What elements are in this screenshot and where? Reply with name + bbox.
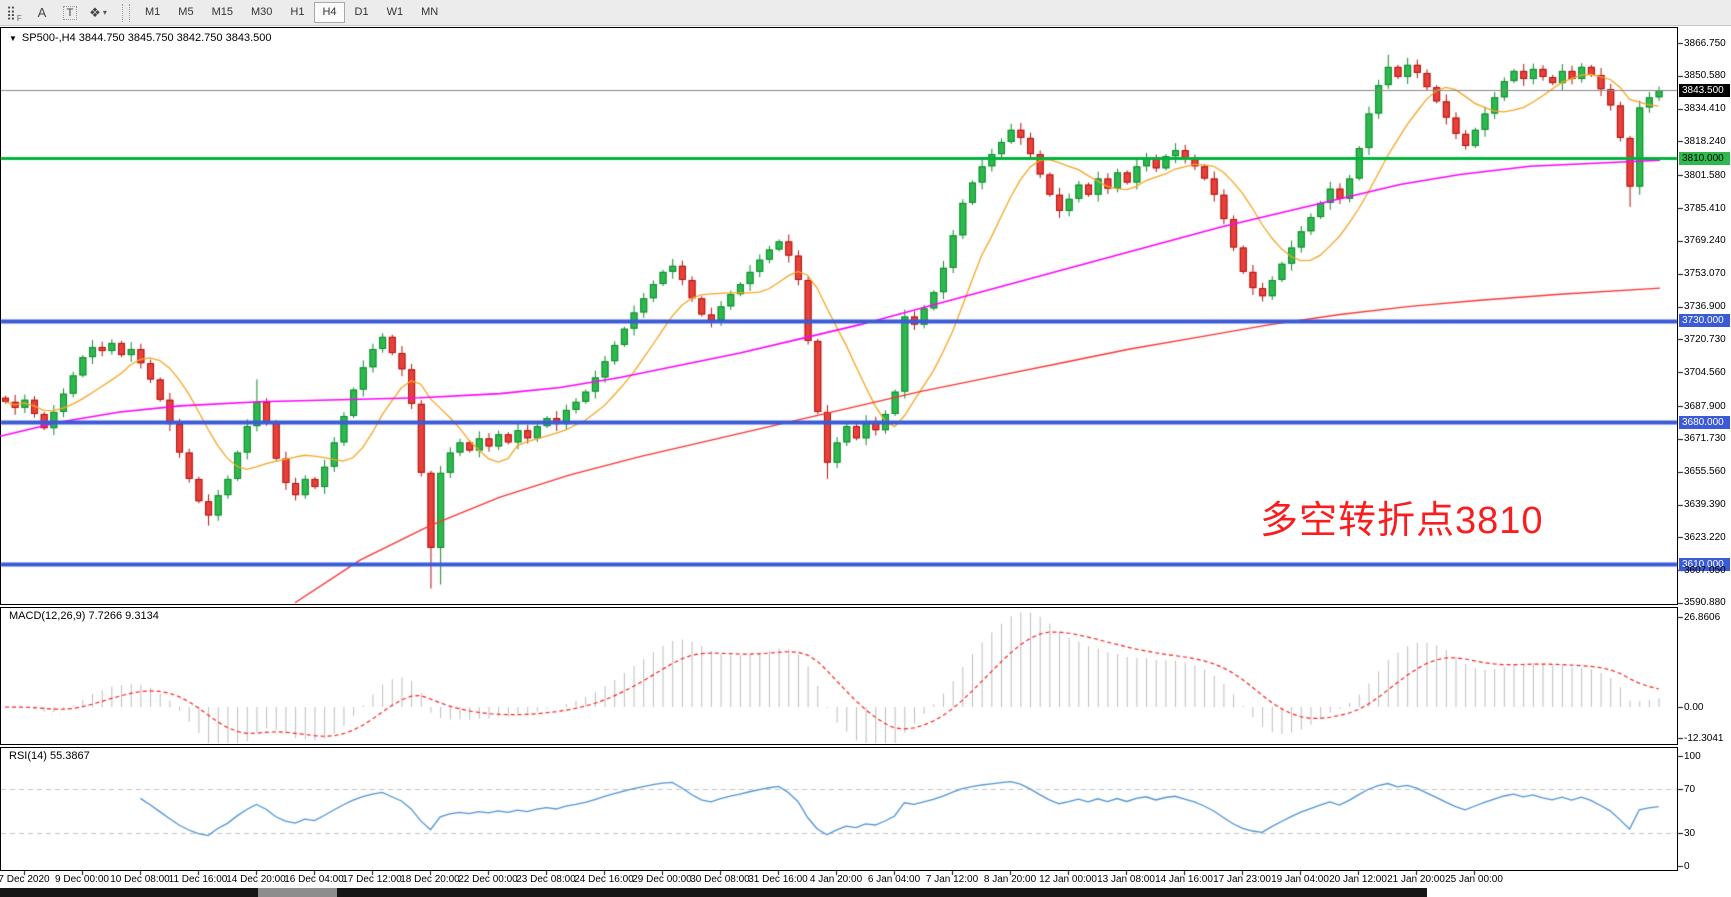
rsi-tick-label: 100 <box>1684 750 1701 762</box>
time-tick-label: 29 Dec 00:00 <box>632 874 692 885</box>
timeframe-button-m15[interactable]: M15 <box>211 6 233 18</box>
main-chart-panel[interactable]: ▼ SP500-,H4 3844.750 3845.750 3842.750 3… <box>0 27 1678 605</box>
rsi-axis[interactable]: 100 70 30 0 <box>1678 0 1731 897</box>
symbol-dropdown-icon[interactable]: ▼ <box>9 33 17 43</box>
text-annotation-glyph: A <box>37 5 47 20</box>
time-axis[interactable]: 7 Dec 2020 9 Dec 00:00 10 Dec 08:00 11 Dec … <box>0 871 1731 888</box>
time-tick-label: 17 Dec 12:00 <box>342 874 402 885</box>
bottom-bar-segment <box>0 888 258 897</box>
time-tick-label: 7 Dec 2020 <box>0 874 50 885</box>
time-tick-label: 18 Dec 20:00 <box>400 874 460 885</box>
time-tick-label: 21 Jan 20:00 <box>1387 874 1445 885</box>
arrows-dropdown-caret-icon[interactable]: ▾ <box>102 8 107 17</box>
time-tick-label: 10 Dec 08:00 <box>110 874 170 885</box>
grid-snap-sub: F <box>16 14 22 23</box>
time-tick-label: 11 Dec 16:00 <box>168 874 228 885</box>
rsi-indicator-panel[interactable]: RSI(14) 55.3867 <box>0 747 1678 871</box>
text-annotation-icon[interactable]: A <box>30 2 54 23</box>
timeframe-button-mn[interactable]: MN <box>421 6 439 18</box>
time-tick-label: 12 Jan 00:00 <box>1039 874 1097 885</box>
chart-title-text: SP500-,H4 3844.750 3845.750 3842.750 384… <box>21 32 272 44</box>
text-label-glyph: T <box>62 5 78 20</box>
time-tick-label: 17 Jan 23:00 <box>1213 874 1271 885</box>
time-tick-label: 24 Dec 16:00 <box>574 874 634 885</box>
bottom-bar <box>0 888 1731 897</box>
bottom-bar-segment <box>258 888 337 897</box>
rsi-tick-label: 30 <box>1684 827 1696 839</box>
arrows-objects-icon[interactable]: ❖ ▾ <box>86 2 110 23</box>
time-tick-label: 19 Jan 04:00 <box>1271 874 1329 885</box>
time-tick-label: 23 Dec 08:00 <box>516 874 576 885</box>
time-tick-label: 6 Jan 04:00 <box>867 874 921 885</box>
grid-snap-glyph: ⣿ <box>6 4 16 20</box>
time-tick-label: 30 Dec 08:00 <box>690 874 750 885</box>
timeframe-button-group: M1 M5 M15 M30 H1 H4 D1 W1 MN <box>136 2 447 23</box>
timeframe-button-m1[interactable]: M1 <box>145 6 161 18</box>
timeframe-button-m5[interactable]: M5 <box>178 6 194 18</box>
time-tick-label: 25 Jan 00:00 <box>1445 874 1503 885</box>
toolbar-grip[interactable] <box>122 3 130 22</box>
timeframe-button-h1[interactable]: H1 <box>290 6 305 18</box>
text-label-icon[interactable]: T <box>58 2 82 23</box>
time-tick-label: 13 Jan 08:00 <box>1097 874 1155 885</box>
chart-title: ▼ SP500-,H4 3844.750 3845.750 3842.750 3… <box>9 32 271 44</box>
time-tick-label: 4 Jan 20:00 <box>809 874 863 885</box>
chart-text-annotation[interactable]: 多空转折点3810 <box>1260 500 1544 542</box>
macd-label: MACD(12,26,9) 7.7266 9.3134 <box>9 610 159 622</box>
rsi-label: RSI(14) 55.3867 <box>9 750 90 762</box>
timeframe-button-d1[interactable]: D1 <box>354 6 369 18</box>
chart-toolbar: ⣿ F A T ❖ ▾ M1 M5 M15 M30 H1 H4 D1 W1 MN <box>0 0 1731 26</box>
rsi-tick-label: 70 <box>1684 783 1696 795</box>
time-tick-label: 16 Dec 04:00 <box>284 874 344 885</box>
time-tick-label: 9 Dec 00:00 <box>55 874 109 885</box>
grid-snap-icon[interactable]: ⣿ F <box>2 2 26 24</box>
time-tick-label: 31 Dec 16:00 <box>748 874 808 885</box>
macd-indicator-panel[interactable]: MACD(12,26,9) 7.7266 9.3134 <box>0 607 1678 745</box>
timeframe-button-m30[interactable]: M30 <box>250 6 273 18</box>
time-tick-label: 7 Jan 12:00 <box>925 874 979 885</box>
time-tick-label: 20 Jan 12:00 <box>1329 874 1387 885</box>
timeframe-button-w1[interactable]: W1 <box>386 6 404 18</box>
timeframe-button-h4[interactable]: H4 <box>314 2 345 23</box>
time-tick-label: 22 Dec 00:00 <box>458 874 518 885</box>
bottom-bar-segment <box>337 888 1427 897</box>
time-tick-label: 14 Dec 20:00 <box>226 874 286 885</box>
time-tick-label: 14 Jan 16:00 <box>1155 874 1213 885</box>
time-tick-label: 8 Jan 20:00 <box>983 874 1037 885</box>
arrows-objects-glyph: ❖ <box>89 4 101 20</box>
